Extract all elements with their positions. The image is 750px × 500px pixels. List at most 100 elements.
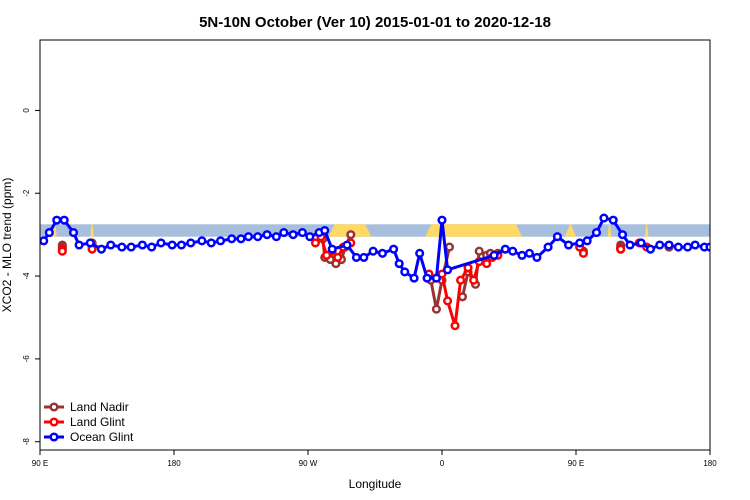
- legend-marker-land-nadir: [49, 402, 59, 412]
- ocean-glint-point-23: [253, 232, 263, 242]
- ocean-glint-point-66: [664, 240, 674, 250]
- ocean-glint-point-16: [186, 238, 196, 248]
- ocean-glint-point-13: [156, 238, 166, 248]
- ocean-glint-point-55: [564, 240, 574, 250]
- x-tick-label-0: 90 E: [32, 459, 48, 468]
- chart-title: 5N-10N October (Ver 10) 2015-01-01 to 20…: [199, 14, 551, 31]
- ocean-glint-point-48: [500, 244, 510, 254]
- ocean-glint-point-0: [40, 236, 49, 246]
- land-glint-seg4-point-1: [578, 248, 588, 258]
- ocean-glint-point-65: [655, 240, 665, 250]
- ocean-glint-point-21: [236, 234, 246, 244]
- ocean-glint-point-36: [368, 246, 378, 256]
- ocean-glint-point-20: [227, 234, 237, 244]
- y-tick-label-1: -2: [22, 189, 31, 197]
- ocean-glint-point-32: [327, 244, 337, 254]
- ocean-glint-point-43: [422, 273, 432, 283]
- ocean-glint-point-53: [543, 242, 553, 252]
- ocean-glint-point-31: [320, 225, 330, 236]
- ocean-glint-point-59: [599, 213, 609, 223]
- ocean-glint-point-24: [262, 230, 272, 240]
- y-tick-label-4: -8: [22, 438, 31, 446]
- ocean-glint-point-2: [52, 215, 62, 225]
- ocean-glint-point-14: [167, 240, 177, 250]
- ocean-glint-point-71: [705, 242, 710, 252]
- y-tick-label-3: -6: [22, 355, 31, 363]
- ocean-glint-point-42: [415, 248, 425, 258]
- land-nadir-seg3-point-1: [431, 304, 441, 314]
- land-glint-seg3-point-3: [443, 296, 453, 306]
- legend-marker-land-glint: [49, 417, 59, 427]
- ocean-glint-point-17: [197, 236, 207, 246]
- ocean-glint-point-5: [74, 240, 84, 250]
- x-axis-label: Longitude: [349, 477, 402, 491]
- x-tick-label-3: 0: [440, 459, 445, 468]
- ocean-glint-point-39: [394, 259, 404, 269]
- legend-label-land-nadir: Land Nadir: [70, 400, 129, 414]
- ocean-glint-point-12: [147, 242, 157, 252]
- ocean-glint-point-62: [625, 240, 635, 250]
- ocean-glint-point-4: [68, 228, 79, 238]
- land-nadir-seg3-point-3: [444, 242, 454, 252]
- ocean-glint-point-54: [552, 232, 562, 242]
- ocean-glint-point-35: [359, 252, 369, 262]
- ocean-glint-point-34: [351, 252, 361, 262]
- ocean-glint-point-56: [575, 238, 585, 248]
- ocean-band: [40, 224, 710, 237]
- ocean-glint-point-37: [377, 248, 387, 258]
- ocean-glint-point-63: [636, 238, 646, 248]
- land-glint-seg3-point-9: [482, 259, 492, 269]
- ocean-glint-point-28: [297, 228, 307, 238]
- ocean-glint-point-57: [582, 236, 592, 246]
- ocean-glint-point-33: [342, 240, 352, 250]
- land-glint-seg3-point-7: [469, 275, 479, 285]
- ocean-glint-point-45: [437, 215, 447, 225]
- land-glint-seg3-point-5: [456, 275, 466, 285]
- plot-area: [40, 213, 719, 331]
- ocean-glint-point-8: [106, 240, 116, 250]
- ocean-glint-point-51: [524, 248, 535, 258]
- land-nadir-seg4-point-3: [474, 246, 484, 256]
- land-glint-seg0-point-1: [57, 246, 67, 256]
- ocean-glint-point-1: [44, 228, 54, 238]
- land-nadir-seg2-point-6: [346, 230, 356, 240]
- y-tick-label-2: -4: [22, 272, 31, 280]
- ocean-glint-point-7: [96, 244, 106, 254]
- ocean-glint-point-19: [215, 236, 226, 246]
- land-band-5: [607, 224, 612, 237]
- land-band-0: [53, 224, 57, 237]
- land-glint-seg2-point-0: [310, 238, 320, 248]
- legend-marker-ocean-glint: [49, 432, 59, 442]
- land-glint-seg2-point-2: [322, 250, 332, 260]
- ocean-glint-point-41: [409, 273, 419, 283]
- legend-label-land-glint: Land Glint: [70, 415, 125, 429]
- ocean-glint-point-22: [243, 232, 253, 242]
- land-band-4: [564, 224, 576, 237]
- ocean-glint-point-47: [489, 250, 499, 260]
- land-glint-seg5-point-1: [616, 244, 626, 254]
- legend-label-ocean-glint: Ocean Glint: [70, 430, 134, 444]
- ocean-glint-point-26: [279, 228, 289, 238]
- ocean-glint-point-72: [712, 240, 719, 247]
- ocean-glint-point-50: [517, 250, 527, 260]
- ocean-glint-point-46: [443, 265, 453, 275]
- ocean-glint-point-58: [591, 228, 602, 238]
- ocean-glint-point-15: [176, 240, 186, 250]
- ocean-glint-point-11: [137, 240, 147, 250]
- x-tick-label-2: 90 W: [299, 459, 318, 468]
- ocean-glint-point-67: [673, 242, 683, 252]
- land-band-1: [90, 224, 94, 237]
- ocean-glint-point-6: [85, 238, 95, 248]
- ocean-glint-point-25: [271, 232, 281, 242]
- ocean-glint-point-49: [508, 246, 518, 256]
- ocean-glint-point-27: [288, 230, 298, 240]
- ocean-glint-point-9: [117, 242, 127, 252]
- ocean-glint-point-29: [305, 232, 315, 242]
- ocean-glint-point-60: [608, 215, 618, 225]
- land-band-6: [644, 224, 649, 237]
- land-band-3: [425, 224, 523, 237]
- ocean-glint-point-68: [683, 242, 693, 252]
- land-glint-seg3-point-4: [450, 321, 460, 331]
- land-glint-seg2-point-4: [333, 252, 343, 262]
- ocean-glint-point-52: [532, 252, 542, 262]
